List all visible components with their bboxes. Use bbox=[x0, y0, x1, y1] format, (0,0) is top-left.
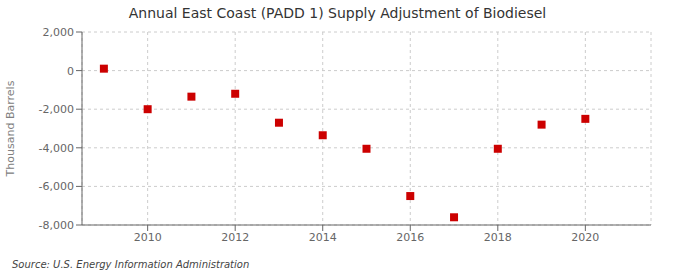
svg-text:-8,000: -8,000 bbox=[39, 219, 74, 232]
svg-text:Thousand Barrels: Thousand Barrels bbox=[8, 80, 17, 177]
svg-text:2010: 2010 bbox=[134, 231, 162, 244]
svg-text:2020: 2020 bbox=[571, 231, 599, 244]
svg-text:2016: 2016 bbox=[396, 231, 424, 244]
svg-text:2,000: 2,000 bbox=[43, 26, 75, 39]
svg-text:2012: 2012 bbox=[221, 231, 249, 244]
svg-text:2018: 2018 bbox=[484, 231, 512, 244]
html-text:Source: U.S. Energy Informatio: Source: U.S. Energy Information Administ… bbox=[12, 259, 250, 270]
svg-text:-4,000: -4,000 bbox=[39, 142, 74, 155]
svg-text:-6,000: -6,000 bbox=[39, 180, 74, 193]
svg-text:2014: 2014 bbox=[309, 231, 337, 244]
svg-text:0: 0 bbox=[67, 65, 74, 78]
svg-text:-2,000: -2,000 bbox=[39, 103, 74, 116]
html-text:Annual East Coast (PADD 1) Sup: Annual East Coast (PADD 1) Supply Adjust… bbox=[128, 5, 547, 21]
